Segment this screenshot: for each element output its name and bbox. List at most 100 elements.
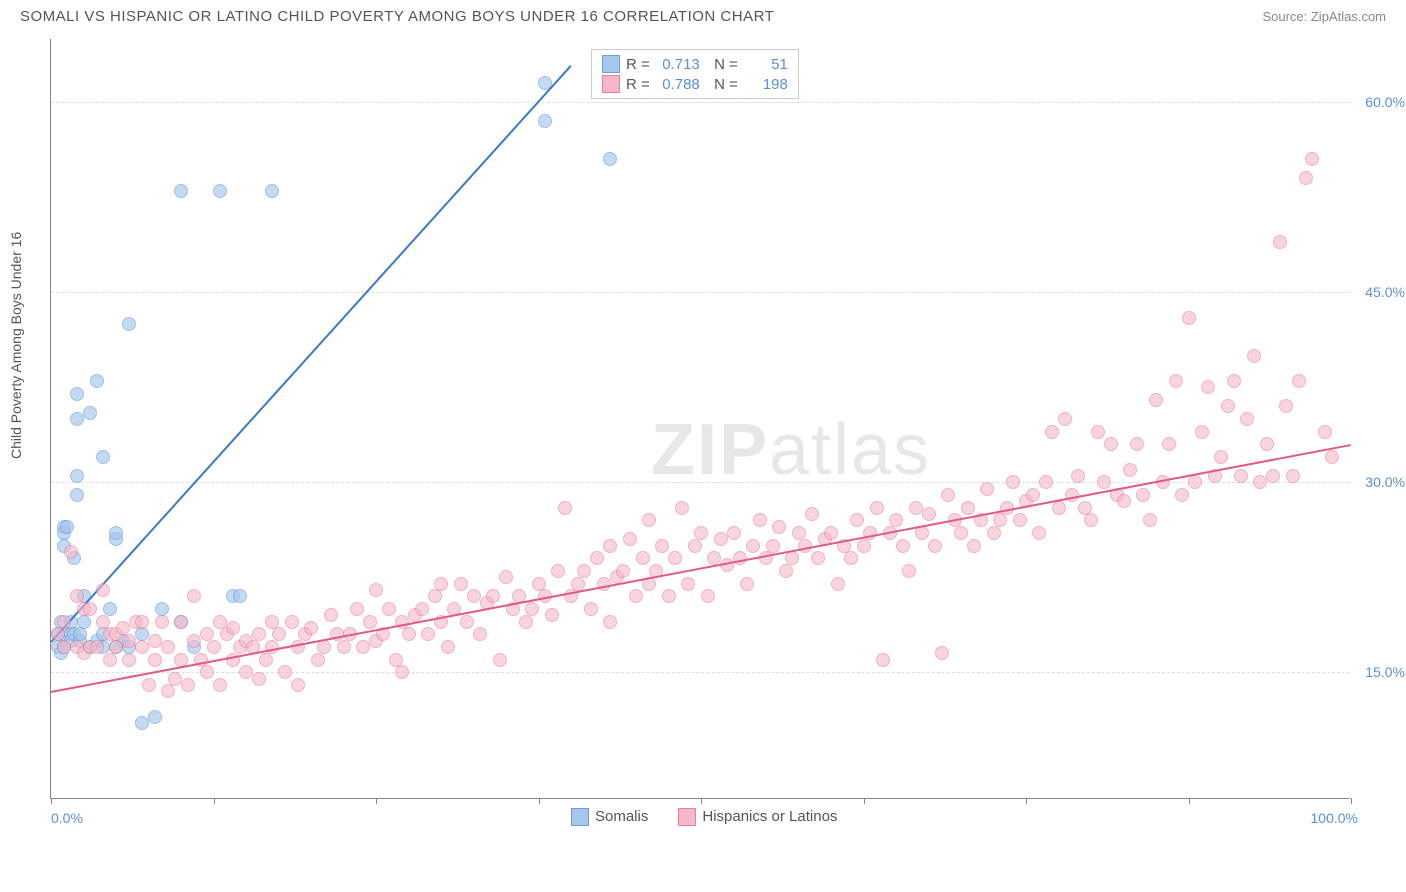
scatter-point <box>103 653 117 667</box>
gridline <box>51 102 1350 103</box>
scatter-point <box>993 513 1007 527</box>
scatter-point <box>1006 475 1020 489</box>
scatter-point <box>174 615 188 629</box>
legend-n-value: 51 <box>744 56 788 73</box>
scatter-point <box>922 507 936 521</box>
scatter-point <box>954 526 968 540</box>
scatter-point <box>571 577 585 591</box>
scatter-point <box>1195 425 1209 439</box>
scatter-point <box>642 513 656 527</box>
scatter-point <box>187 589 201 603</box>
scatter-point <box>109 640 123 654</box>
scatter-point <box>1084 513 1098 527</box>
x-tick <box>864 798 865 804</box>
chart-container: Child Poverty Among Boys Under 16 15.0%3… <box>0 29 1406 854</box>
scatter-point <box>1325 450 1339 464</box>
scatter-point <box>987 526 1001 540</box>
x-tick <box>539 798 540 804</box>
scatter-point <box>356 640 370 654</box>
scatter-point <box>135 615 149 629</box>
legend-swatch <box>602 55 620 73</box>
scatter-point <box>1013 513 1027 527</box>
scatter-point <box>1221 399 1235 413</box>
scatter-point <box>96 583 110 597</box>
scatter-point <box>850 513 864 527</box>
scatter-point <box>603 539 617 553</box>
scatter-point <box>64 545 78 559</box>
scatter-point <box>148 710 162 724</box>
x-tick-label: 0.0% <box>51 810 83 826</box>
scatter-point <box>285 615 299 629</box>
scatter-point <box>1279 399 1293 413</box>
scatter-point <box>655 539 669 553</box>
scatter-point <box>90 640 104 654</box>
scatter-point <box>499 570 513 584</box>
scatter-point <box>441 640 455 654</box>
series-legend: SomalisHispanics or Latinos <box>571 808 837 826</box>
scatter-point <box>1091 425 1105 439</box>
scatter-point <box>779 564 793 578</box>
scatter-point <box>805 507 819 521</box>
scatter-point <box>1052 501 1066 515</box>
scatter-point <box>96 450 110 464</box>
scatter-point <box>902 564 916 578</box>
scatter-point <box>746 539 760 553</box>
scatter-point <box>584 602 598 616</box>
scatter-point <box>1143 513 1157 527</box>
scatter-point <box>727 526 741 540</box>
scatter-point <box>1058 412 1072 426</box>
scatter-point <box>382 602 396 616</box>
scatter-point <box>1240 412 1254 426</box>
scatter-point <box>1032 526 1046 540</box>
scatter-point <box>1136 488 1150 502</box>
scatter-point <box>1188 475 1202 489</box>
scatter-point <box>415 602 429 616</box>
scatter-point <box>519 615 533 629</box>
scatter-point <box>967 539 981 553</box>
scatter-point <box>252 672 266 686</box>
scatter-point <box>122 653 136 667</box>
scatter-point <box>122 634 136 648</box>
scatter-point <box>1104 437 1118 451</box>
scatter-point <box>1305 152 1319 166</box>
legend-item: Somalis <box>571 808 648 826</box>
scatter-point <box>168 672 182 686</box>
scatter-point <box>1045 425 1059 439</box>
scatter-point <box>200 665 214 679</box>
scatter-point <box>1149 393 1163 407</box>
scatter-point <box>252 627 266 641</box>
scatter-point <box>434 577 448 591</box>
scatter-point <box>161 684 175 698</box>
scatter-point <box>109 526 123 540</box>
legend-n-label: N = <box>706 76 738 93</box>
scatter-point <box>694 526 708 540</box>
scatter-point <box>83 406 97 420</box>
x-tick <box>376 798 377 804</box>
scatter-point <box>1169 374 1183 388</box>
x-tick <box>701 798 702 804</box>
scatter-point <box>70 412 84 426</box>
scatter-point <box>493 653 507 667</box>
source-label: Source: ZipAtlas.com <box>1262 9 1386 24</box>
scatter-point <box>616 564 630 578</box>
scatter-point <box>174 184 188 198</box>
x-tick-label: 100.0% <box>1311 810 1358 826</box>
trend-line <box>50 65 571 643</box>
scatter-point <box>675 501 689 515</box>
scatter-point <box>629 589 643 603</box>
scatter-point <box>525 602 539 616</box>
scatter-point <box>824 526 838 540</box>
legend-row: R =0.788 N =198 <box>602 74 788 94</box>
scatter-point <box>551 564 565 578</box>
scatter-point <box>70 488 84 502</box>
scatter-point <box>421 627 435 641</box>
scatter-point <box>213 678 227 692</box>
scatter-point <box>148 634 162 648</box>
scatter-point <box>1162 437 1176 451</box>
scatter-point <box>395 665 409 679</box>
scatter-point <box>1299 171 1313 185</box>
scatter-point <box>1117 494 1131 508</box>
scatter-point <box>57 640 71 654</box>
watermark: ZIPatlas <box>651 409 931 491</box>
scatter-point <box>935 646 949 660</box>
